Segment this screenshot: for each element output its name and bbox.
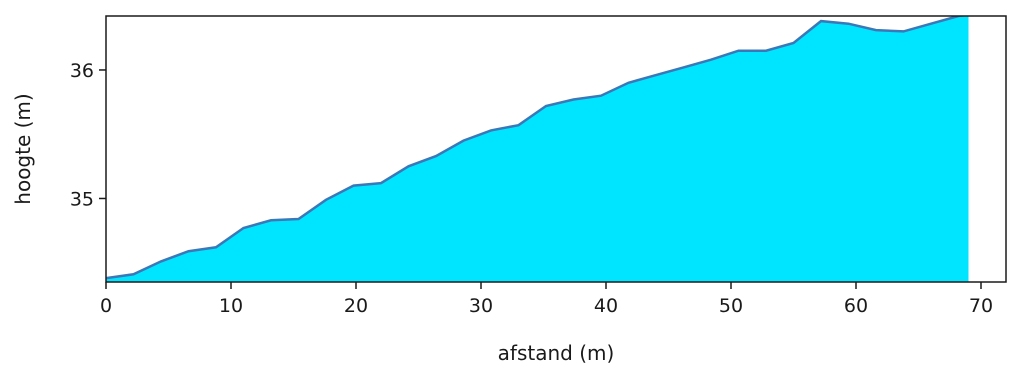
x-tick-label: 20 bbox=[344, 295, 368, 317]
plot-frame bbox=[105, 15, 1007, 283]
x-tick-label: 10 bbox=[219, 295, 243, 317]
y-tick-label: 35 bbox=[70, 188, 94, 210]
x-tick-label: 30 bbox=[469, 295, 493, 317]
area-fill bbox=[106, 16, 969, 282]
x-axis: 0 10 20 30 40 50 60 70 bbox=[100, 282, 993, 317]
x-tick-label: 60 bbox=[844, 295, 868, 317]
x-tick-label: 0 bbox=[100, 295, 112, 317]
y-tick-label: 36 bbox=[70, 60, 94, 82]
x-tick-label: 50 bbox=[719, 295, 743, 317]
series-line bbox=[106, 16, 969, 280]
x-tick-label: 40 bbox=[594, 295, 618, 317]
x-tick-label: 70 bbox=[969, 295, 993, 317]
x-axis-label: afstand (m) bbox=[498, 341, 615, 365]
y-axis: 35 36 bbox=[70, 60, 106, 210]
y-axis-label: hoogte (m) bbox=[11, 93, 35, 204]
